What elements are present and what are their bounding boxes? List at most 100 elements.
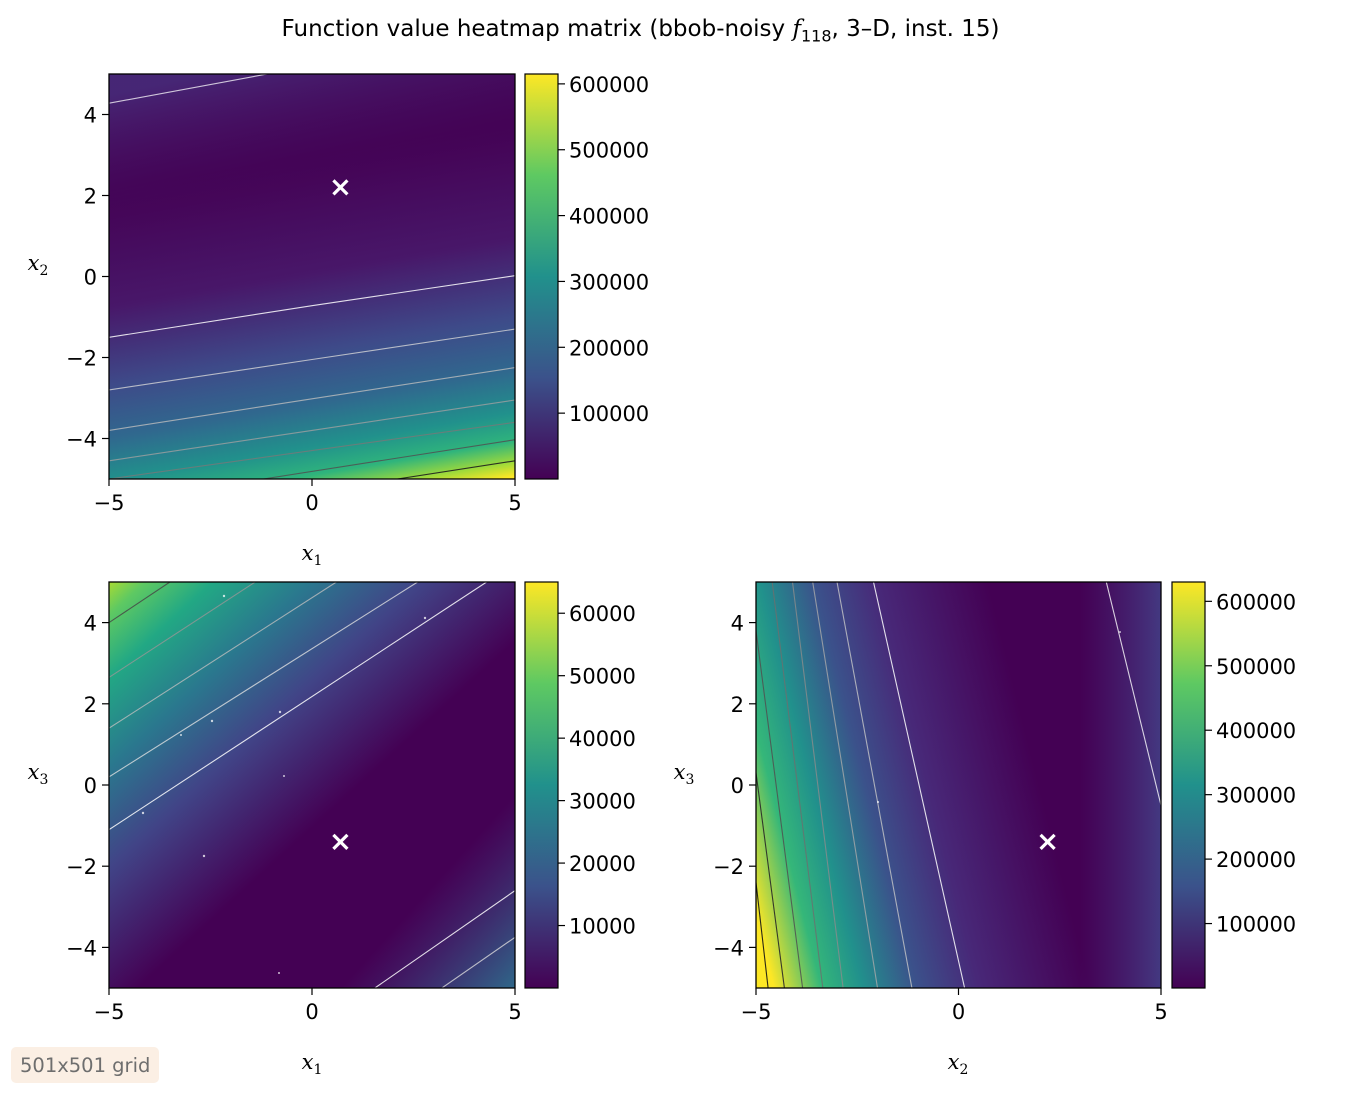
x-tick-label: −5	[741, 1000, 772, 1024]
colorbar-tick-label: 400000	[569, 205, 649, 229]
y-tick-label: 4	[84, 612, 97, 636]
y-tick-label: −4	[66, 936, 97, 960]
contour-lines-x2-x3	[756, 582, 1161, 988]
x-tick-label: −5	[94, 491, 125, 515]
contour-lines-x1-x2	[109, 74, 515, 479]
y-tick-label: −4	[713, 936, 744, 960]
colorbar-ticks-x2-x3: 100000 200000 300000 400000 500000 600000	[1205, 590, 1296, 937]
contour-line	[109, 582, 256, 678]
y-axis-label-x1-x3: x3	[28, 760, 49, 788]
noise-speck	[876, 800, 880, 804]
colorbar-tick-label: 400000	[1216, 719, 1296, 743]
heatmap-x1-x3-corner-shading	[109, 582, 515, 988]
contour-line	[109, 328, 515, 391]
contour-line	[756, 772, 785, 988]
contour-line	[756, 630, 804, 988]
colorbar-x1-x2: 100000 200000 300000 400000 500000 600000	[524, 73, 649, 480]
y-axis-label-x2-x3: x3	[674, 760, 695, 788]
contour-line	[374, 890, 515, 988]
noise-specks-x1-x3	[141, 594, 427, 974]
optimum-marker-stroke	[332, 833, 349, 850]
colorbar-tick-label: 100000	[1216, 913, 1296, 937]
noise-speck	[278, 710, 282, 714]
colorbar-tick-label: 40000	[569, 727, 636, 751]
y-tick-label: 4	[731, 612, 744, 636]
noise-speck	[278, 972, 280, 974]
contour-line	[109, 74, 268, 104]
optimum-marker-stroke	[332, 179, 349, 196]
contour-line	[263, 439, 515, 479]
contour-line	[756, 882, 769, 988]
panel-x2-x3: −5 0 5 −4 −2 0 2 4 x2 x3 100000 200000 300000 400…	[674, 581, 1296, 1078]
noise-speck	[222, 594, 226, 598]
y-ticks-x1-x3: −4 −2 0 2 4	[66, 612, 109, 960]
colorbar-tick-label: 100000	[569, 402, 649, 426]
colorbar-tick-label: 30000	[569, 790, 636, 814]
heatmap-x2-x3-right-shading	[756, 582, 1161, 988]
colorbar-x2-x3: 100000 200000 300000 400000 500000 600000	[1171, 581, 1296, 989]
y-tick-label: −2	[713, 855, 744, 879]
x-tick-label: 5	[1154, 1000, 1167, 1024]
y-ticks-x2-x3: −4 −2 0 2 4	[713, 612, 756, 960]
colorbar-tick-label: 60000	[569, 602, 636, 626]
x-tick-label: 0	[305, 491, 318, 515]
y-tick-label: 0	[731, 774, 744, 798]
colorbar-tick-label: 500000	[569, 139, 649, 163]
colorbar-tick-label: 600000	[569, 73, 649, 97]
noise-speck	[210, 719, 214, 723]
y-tick-label: 2	[84, 185, 97, 209]
colorbar-tick-label: 500000	[1216, 655, 1296, 679]
colorbar-tick-label: 200000	[569, 336, 649, 360]
colorbar-tick-label: 300000	[569, 270, 649, 294]
contour-line	[109, 421, 515, 479]
optimum-marker-x1-x3	[332, 833, 349, 850]
contour-line	[109, 582, 487, 831]
contour-line	[397, 460, 515, 479]
y-tick-label: −2	[66, 855, 97, 879]
noise-speck	[423, 616, 427, 620]
contour-line	[109, 367, 515, 431]
colorbar-gradient-x1-x3	[525, 582, 558, 988]
y-tick-label: 0	[84, 774, 97, 798]
colorbar-x1-x3: 10000 20000 30000 40000 50000 60000	[524, 581, 636, 989]
x-tick-label: 0	[952, 1000, 965, 1024]
contour-line	[791, 582, 844, 988]
noise-specks-x2-x3	[876, 631, 1121, 804]
y-tick-label: 4	[84, 104, 97, 128]
x-ticks-x1-x3: −5 0 5	[94, 988, 522, 1024]
y-ticks-x1-x2: −4 −2 0 2 4	[66, 104, 109, 452]
colorbar-tick-label: 50000	[569, 665, 636, 689]
contour-line	[109, 275, 515, 338]
panel-x1-x3: −5 0 5 −4 −2 0 2 4 x1 x3 10000 20000 30000 40000 5…	[28, 581, 636, 1078]
x-tick-label: 5	[508, 1000, 521, 1024]
contour-line	[441, 936, 515, 988]
y-tick-label: 0	[84, 266, 97, 290]
colorbar-tick-label: 10000	[569, 915, 636, 939]
figure-title: Function value heatmap matrix (bbob-nois…	[281, 16, 1000, 46]
colorbar-ticks-x1-x2: 100000 200000 300000 400000 500000 600000	[558, 73, 649, 426]
colorbar-frame-x2-x3	[1171, 581, 1206, 989]
x-axis-label-x2-x3: x2	[948, 1050, 969, 1078]
contour-line	[109, 582, 418, 778]
y-tick-label: −4	[66, 428, 97, 452]
x-tick-label: 0	[305, 1000, 318, 1024]
noise-speck	[1119, 631, 1121, 633]
x-axis-label-x1-x2: x1	[302, 541, 323, 569]
optimum-marker-x1-x2	[332, 179, 349, 196]
noise-speck	[141, 811, 145, 815]
optimum-marker-x2-x3	[1039, 833, 1056, 850]
colorbar-tick-label: 20000	[569, 852, 636, 876]
colorbar-tick-label: 300000	[1216, 784, 1296, 808]
contour-line	[872, 582, 966, 988]
colorbar-gradient-x1-x2	[525, 74, 558, 479]
colorbar-frame-x1-x2	[524, 73, 559, 480]
x-tick-label: −5	[94, 1000, 125, 1024]
optimum-marker-stroke	[1039, 833, 1056, 850]
panel-x1-x2: −5 0 5 −4 −2 0 2 4 x1 x2 100000 200000 300000 400…	[28, 73, 650, 569]
noise-speck	[283, 775, 285, 777]
grid-size-badge: 501x501 grid	[11, 1047, 160, 1083]
x-tick-label: 5	[508, 491, 521, 515]
colorbar-gradient-x2-x3	[1172, 582, 1205, 988]
noise-speck	[202, 854, 206, 858]
